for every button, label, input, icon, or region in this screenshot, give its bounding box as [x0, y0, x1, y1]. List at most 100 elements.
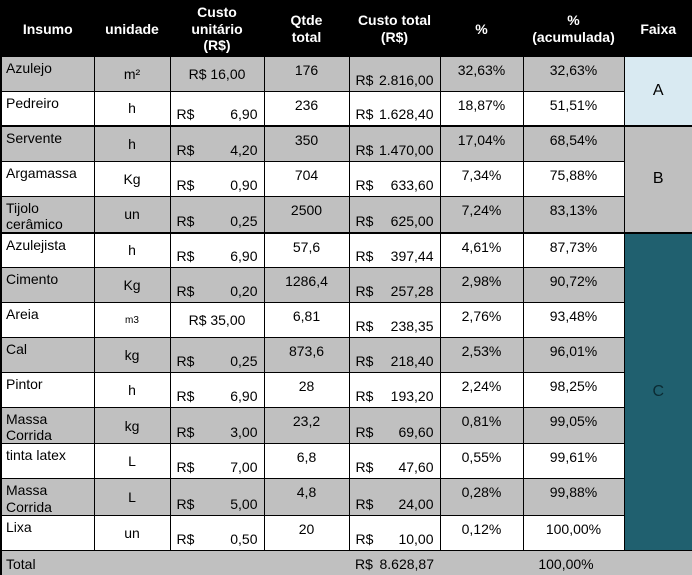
table-row: Massa Corrida kg R$ 3,00 23,2 R$ 69,60 0,81% 99,…	[0, 407, 692, 445]
currency-symbol: R$	[176, 176, 195, 193]
unit-cost-cell: R$ 3,00	[169, 407, 265, 445]
col-header-pct-acumulada: % (acumulada)	[522, 0, 625, 57]
unit-cost-value: 0,25	[230, 212, 258, 229]
unit-cost-value: 4,20	[230, 141, 258, 158]
faixa-band-cell: A	[623, 55, 692, 127]
currency-symbol: R$	[176, 530, 195, 547]
total-cost-cell: R$ 218,40	[348, 337, 441, 374]
table-row: Tijolo cerâmico un R$ 0,25 2500 R$ 625,00 7,24%…	[0, 195, 692, 234]
header-row: Insumo unidade Custo unitário (R$) Qtde …	[0, 0, 692, 57]
currency-symbol: R$	[355, 495, 374, 512]
accumulated-pct-cell: 51,51%	[522, 90, 625, 127]
col-header-faixa: Faixa	[623, 0, 692, 57]
table-row: Argamassa Kg R$ 0,90 704 R$ 633,60 7,34% 75,88%	[0, 160, 692, 197]
unit-cell: kg	[93, 407, 171, 445]
table-row: Pintor h R$ 6,90 28 R$ 193,20 2,24% 98,25%	[0, 372, 692, 409]
faixa-band-cell: C	[623, 231, 692, 551]
currency-symbol: R$	[355, 353, 374, 370]
table-row: Cal kg R$ 0,25 873,6 R$ 218,40 2,53% 96,01%	[0, 337, 692, 374]
unit-cell: h	[93, 372, 171, 409]
currency-symbol: R$	[176, 388, 195, 405]
unit-cell: h	[93, 231, 171, 269]
total-cost-cell: R$ 24,00	[348, 478, 441, 516]
accumulated-pct-cell: 93,48%	[522, 302, 625, 339]
unit-cost-cell: R$ 0,50	[169, 514, 265, 551]
unit-cost-cell: R$ 0,25	[169, 337, 265, 374]
faixa-band-cell: B	[623, 125, 692, 234]
unit-cost-cell: R$ 0,90	[169, 160, 265, 197]
table-body: Azulejo m² R$ 16,00 176 R$ 2.816,00 32,63% 32,6…	[0, 55, 692, 551]
unit-cell: m3	[93, 302, 171, 339]
insumo-cell: Pedreiro	[0, 90, 95, 127]
total-cost-cell: R$ 257,28	[348, 267, 441, 304]
currency-symbol: R$	[355, 388, 374, 405]
total-cost-cell: R$ 2.816,00	[348, 55, 441, 92]
table-row: tinta latex L R$ 7,00 6,8 R$ 47,60 0,55% 99,61%	[0, 443, 692, 480]
currency-symbol: R$	[176, 212, 195, 229]
unit-cost-value: 6,90	[230, 388, 258, 405]
accumulated-pct-cell: 75,88%	[522, 160, 625, 197]
total-label: Total	[1, 549, 349, 575]
unit-cost-value: 0,25	[230, 353, 258, 370]
total-cost-value: 2.816,00	[379, 71, 434, 88]
accumulated-pct-cell: 98,25%	[522, 372, 625, 409]
unit-cost-value: 5,00	[230, 495, 258, 512]
insumo-cell: Lixa	[0, 514, 95, 551]
currency-symbol: R$	[176, 141, 195, 158]
unit-cost-value: 0,90	[230, 176, 258, 193]
pct-cell: 32,63%	[439, 55, 524, 92]
currency-symbol: R$	[355, 424, 374, 441]
total-cost-value: 218,40	[390, 353, 434, 370]
pct-cell: 18,87%	[439, 90, 524, 127]
accumulated-pct-cell: 83,13%	[522, 195, 625, 234]
grand-total-cost-value: 8.628,87	[379, 555, 435, 572]
unit-cost-cell: R$ 16,00	[169, 55, 265, 92]
unit-cost-value: 3,00	[230, 424, 258, 441]
currency-symbol: R$	[355, 318, 374, 335]
col-header-qtde-total: Qtde total	[263, 0, 350, 57]
pct-cell: 2,53%	[439, 337, 524, 374]
insumo-cell: Massa Corrida	[0, 407, 95, 445]
table-row: Pedreiro h R$ 6,90 236 R$ 1.628,40 18,87% 51,51%	[0, 90, 692, 127]
total-cost-cell: R$ 1.628,40	[348, 90, 441, 127]
total-cost-value: 1.470,00	[379, 141, 434, 158]
table-row: Areia m3 R$ 35,00 6,81 R$ 238,35 2,76% 93,48%	[0, 302, 692, 339]
total-cost-value: 193,20	[390, 388, 434, 405]
quantity-cell: 176	[263, 55, 350, 92]
insumo-cell: Cimento	[0, 267, 95, 304]
pct-cell: 2,76%	[439, 302, 524, 339]
total-cost-cell: R$ 69,60	[348, 407, 441, 445]
col-header-unidade: unidade	[93, 0, 171, 57]
accumulated-pct-cell: 99,88%	[522, 478, 625, 516]
total-cost-value: 1.628,40	[379, 106, 434, 123]
currency-symbol: R$	[355, 248, 374, 265]
unit-cell: m²	[93, 55, 171, 92]
total-cost-value: 69,60	[398, 424, 434, 441]
accumulated-pct-cell: 100,00%	[522, 514, 625, 551]
table-row: Azulejista h R$ 6,90 57,6 R$ 397,44 4,61% 87,73%…	[0, 231, 692, 551]
table-row: Lixa un R$ 0,50 20 R$ 10,00 0,12% 100,00%	[0, 514, 692, 551]
unit-cost-value: 0,20	[230, 283, 258, 300]
unit-cost-cell: R$ 7,00	[169, 443, 265, 480]
pct-cell: 17,04%	[439, 125, 524, 162]
pct-cell: 7,34%	[439, 160, 524, 197]
accumulated-pct-cell: 90,72%	[522, 267, 625, 304]
currency-symbol: R$	[176, 248, 195, 265]
total-cost-value: 257,28	[390, 283, 434, 300]
unit-cost-value: 7,00	[230, 459, 258, 476]
unit-cost-cell: R$ 6,90	[169, 231, 265, 269]
total-cost-cell: R$ 1.470,00	[348, 125, 441, 162]
unit-cost-cell: R$ 4,20	[169, 125, 265, 162]
col-header-insumo: Insumo	[0, 0, 95, 57]
total-cost-cell: R$ 47,60	[348, 443, 441, 480]
total-row: Total R$ 8.628,87 100,00%	[1, 549, 692, 575]
total-cost-cell: R$ 238,35	[348, 302, 441, 339]
currency-symbol: R$	[176, 495, 195, 512]
accumulated-pct-cell: 99,61%	[522, 443, 625, 480]
total-cost-value: 24,00	[398, 495, 434, 512]
quantity-cell: 23,2	[263, 407, 350, 445]
currency-symbol: R$	[355, 555, 373, 572]
insumo-cell: Azulejista	[0, 231, 95, 269]
table-row: Azulejo m² R$ 16,00 176 R$ 2.816,00 32,63% 32,6…	[0, 55, 692, 127]
pct-cell: 4,61%	[439, 231, 524, 269]
